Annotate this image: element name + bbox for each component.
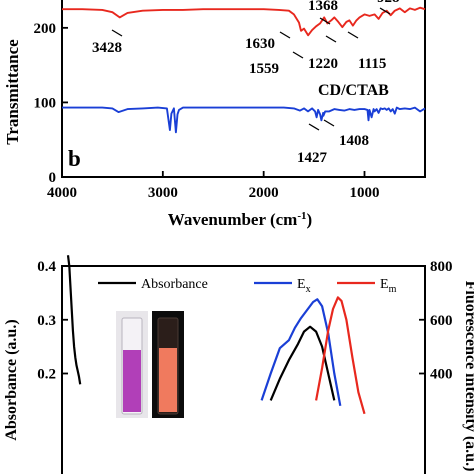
annotation-arrow-1427 <box>308 123 320 131</box>
annotation-1368: 1368 <box>308 0 338 14</box>
fluorescence-axis-label: Fluorescence intensity (a.u.) <box>462 281 474 472</box>
ftir-x-tick-label: 3000 <box>148 185 178 201</box>
legend-cd-ctab: CD/CTAB <box>318 82 389 99</box>
uv-vial-glow <box>159 348 177 412</box>
ftir-plot-frame <box>61 0 426 178</box>
ftir-red-spectrum-line <box>62 6 426 37</box>
absorbance-tick-label: 0.2 <box>37 367 56 383</box>
optical-legend: Absorbance Ex Em <box>98 277 397 295</box>
absorbance-tick-label: 0.4 <box>37 259 56 275</box>
fluorescence-tick-label: 600 <box>430 313 453 329</box>
annotation-arrow-1368 <box>319 17 331 25</box>
fluorescence-tick-label: 800 <box>430 259 453 275</box>
ftir-y-tick-label: 200 <box>34 21 57 37</box>
ftir-x-tick-label: 4000 <box>47 185 77 201</box>
absorbance-peak-line <box>269 325 336 401</box>
ftir-ticks: 4000 3000 2000 1000 0 100 200 <box>34 21 380 201</box>
annotation-1220: 1220 <box>308 56 338 72</box>
annotation-arrow-1408 <box>323 119 335 127</box>
ftir-x-tick-label: 2000 <box>249 185 279 201</box>
ftir-panel: 4000 3000 2000 1000 0 100 200 3428 1630 1559 1368… <box>3 0 426 229</box>
ftir-x-tick-label: 1000 <box>350 185 380 201</box>
panel-label: b <box>68 146 81 171</box>
annotation-arrow-3428 <box>111 29 123 37</box>
annotation-1427: 1427 <box>297 150 328 166</box>
legend-ex-label: Ex <box>297 277 311 295</box>
annotation-3428: 3428 <box>92 40 122 56</box>
annotation-arrow-1220 <box>325 35 337 43</box>
daylight-vial-solution <box>123 350 141 412</box>
legend-absorbance-label: Absorbance <box>141 277 208 292</box>
ftir-series <box>62 6 426 134</box>
ftir-cd-ctab-spectrum-line <box>62 106 426 134</box>
vial-photos-inset <box>116 311 184 418</box>
ftir-x-axis-label: Wavenumber (cm-1) <box>168 210 312 229</box>
excitation-line <box>260 298 342 407</box>
optical-panel: 0.2 0.3 0.4 400 600 800 Absorbance Ex Em Abso… <box>3 255 474 474</box>
annotation-928: 928 <box>377 0 400 6</box>
absorbance-line <box>66 255 82 385</box>
annotation-arrow-1559 <box>292 51 304 59</box>
annotation-1408: 1408 <box>339 133 369 149</box>
annotation-1115: 1115 <box>358 56 386 72</box>
absorbance-axis-label: Absorbance (a.u.) <box>3 319 20 440</box>
ftir-annotations: 3428 1630 1559 1368 1220 1115 928 1427 1408 <box>92 0 400 166</box>
optical-series <box>66 255 366 415</box>
optical-ticks: 0.2 0.3 0.4 400 600 800 <box>37 259 452 383</box>
annotation-arrow-1115 <box>347 31 359 39</box>
annotation-arrow-928 <box>379 7 391 15</box>
ftir-y-tick-label: 0 <box>49 170 57 186</box>
emission-line <box>315 296 366 415</box>
annotation-1630: 1630 <box>245 36 275 52</box>
fluorescence-tick-label: 400 <box>430 367 453 383</box>
ftir-y-tick-label: 100 <box>34 95 57 111</box>
legend-em-label: Em <box>380 277 397 295</box>
annotation-1559: 1559 <box>249 61 279 77</box>
ftir-y-axis-label: Transmittance <box>3 39 22 145</box>
absorbance-tick-label: 0.3 <box>37 313 56 329</box>
annotation-arrow-1630 <box>279 31 291 39</box>
